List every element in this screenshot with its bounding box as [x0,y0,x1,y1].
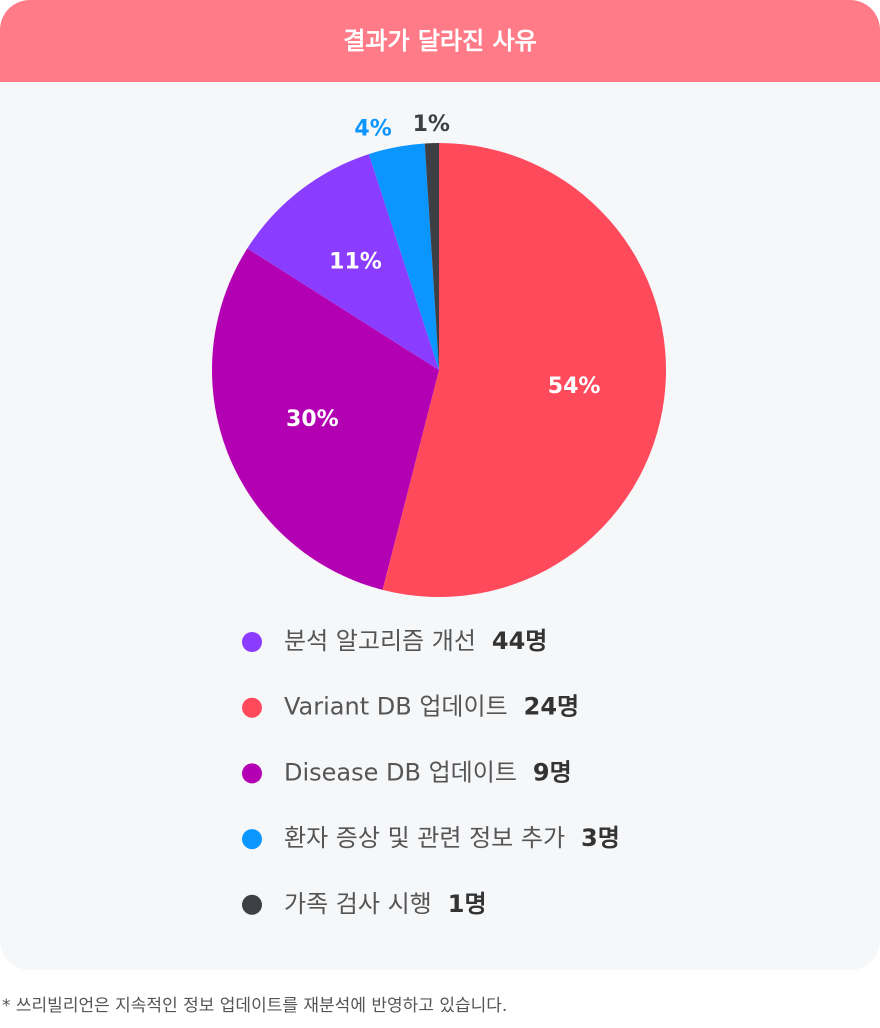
legend-marker [242,829,262,850]
legend-label: 분석 알고리즘 개선 [284,627,476,655]
legend-count: 9명 [533,758,572,786]
footnote: * 쓰리빌리언은 지속적인 정보 업데이트를 재분석에 반영하고 있습니다. [2,996,507,1016]
pie-slice [212,248,439,590]
slice-label: 11% [329,249,382,274]
header-bg [0,0,880,82]
pie-slice [424,143,439,370]
slice-label: 4% [354,116,391,141]
legend-label: Variant DB 업데이트 [284,693,508,721]
chart-title: 결과가 달라진 사유 [343,27,536,55]
slice-label: 1% [413,112,450,137]
legend-count: 44명 [492,627,547,655]
legend-marker [242,632,262,652]
legend-label: 환자 증상 및 관련 정보 추가 [284,824,565,852]
legend-marker [242,763,262,784]
slice-label: 54% [548,374,601,399]
legend-marker [242,894,262,915]
slice-label: 30% [286,407,339,432]
pie-slice [382,143,667,598]
legend-marker [242,697,262,718]
legend-label: Disease DB 업데이트 [284,758,517,786]
pie-slice [247,154,439,370]
legend-count: 24명 [524,693,579,721]
pie-slice [368,143,439,370]
legend-count: 3명 [581,824,620,852]
legend-label: 가족 검사 시행 [284,890,432,918]
legend-count: 1명 [448,890,487,918]
